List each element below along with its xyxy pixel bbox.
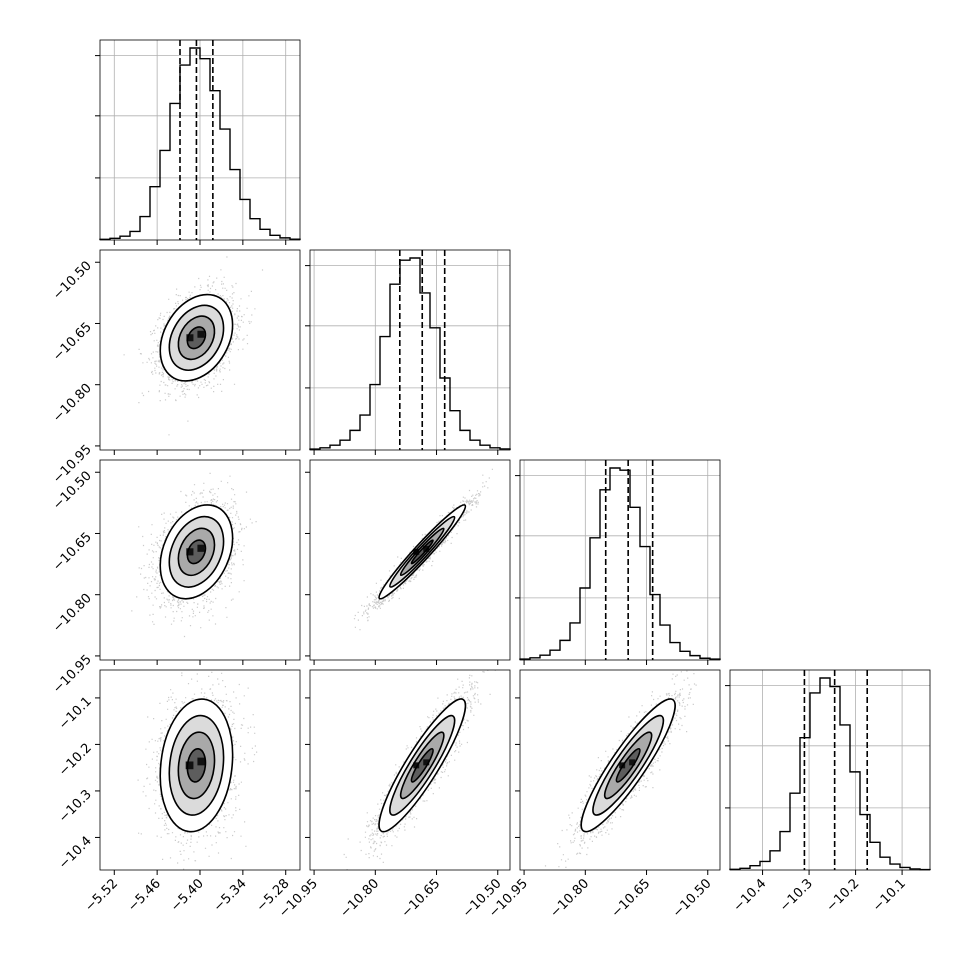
contour-0 — [615, 747, 641, 783]
contour-0 — [186, 747, 207, 783]
density-peak — [197, 757, 206, 766]
density-peak — [186, 334, 194, 342]
x-tick-label: −10.3 — [777, 876, 816, 915]
y-tick-label: −10.65 — [50, 530, 95, 575]
panel-frame — [309, 249, 511, 451]
contour-3 — [378, 698, 467, 833]
density-peak — [186, 548, 194, 556]
scatter-panel-3-2 — [519, 669, 721, 871]
y-tick-label: −10.80 — [50, 381, 95, 426]
x-tick-label: −5.52 — [82, 876, 121, 915]
contour-3 — [580, 698, 676, 833]
contour-3 — [159, 698, 234, 833]
scatter-panel-3-0 — [99, 669, 301, 871]
contour-1 — [177, 527, 216, 577]
x-tick-label: −10.80 — [338, 876, 383, 921]
histogram-steps — [309, 257, 511, 450]
contour-1 — [177, 315, 216, 361]
density-peak — [185, 761, 194, 770]
x-tick-label: −10.80 — [548, 876, 593, 921]
contour-3 — [378, 504, 467, 600]
contour-0 — [410, 747, 434, 783]
panel-content — [343, 670, 496, 870]
panel-content — [131, 472, 257, 638]
contour-3 — [159, 293, 234, 382]
density-peak — [423, 545, 430, 552]
y-tick-label: −10.3 — [56, 787, 95, 826]
contour-2 — [389, 714, 456, 816]
histogram-steps — [519, 467, 721, 660]
density-peak — [629, 759, 636, 766]
contour-0 — [410, 539, 434, 565]
y-tick-label: −10.4 — [56, 834, 95, 873]
panel-content — [353, 468, 493, 631]
contour-2 — [168, 714, 225, 816]
panel-frame — [729, 669, 931, 871]
contour-0 — [186, 539, 207, 565]
x-tick-label: −10.65 — [399, 876, 444, 921]
x-tick-label: −10.1 — [870, 876, 909, 915]
histogram-panel-3 — [725, 669, 931, 871]
contour-1 — [399, 731, 445, 800]
panel-frame — [309, 669, 511, 871]
density-peak — [423, 759, 430, 766]
density-peak — [413, 762, 420, 769]
panel-content — [137, 671, 258, 870]
x-tick-label: −10.2 — [824, 876, 863, 915]
histogram-steps — [729, 677, 931, 871]
histogram-steps — [99, 47, 301, 241]
x-tick-label: −10.50 — [670, 876, 715, 921]
x-tick-label: −10.4 — [731, 876, 770, 915]
density-fill-0 — [411, 748, 434, 782]
panel-content — [123, 256, 264, 436]
scatter-panel-2-1 — [309, 459, 511, 661]
contour-3 — [159, 504, 234, 600]
panel-frame — [519, 459, 721, 661]
density-fill-0 — [187, 748, 206, 782]
density-fill-0 — [616, 748, 640, 782]
x-tick-label: −5.34 — [211, 876, 250, 915]
y-tick-label: −10.1 — [56, 694, 95, 733]
y-tick-label: −10.50 — [50, 258, 95, 303]
y-tick-label: −10.80 — [50, 591, 95, 636]
histogram-panel-1 — [305, 249, 511, 451]
panel-content — [544, 670, 697, 868]
contour-1 — [603, 731, 653, 800]
y-tick-label: −10.95 — [50, 652, 95, 697]
contour-2 — [168, 515, 225, 588]
contour-0 — [186, 326, 207, 350]
histogram-panel-2 — [515, 459, 721, 661]
scatter-panel-1-0 — [99, 249, 301, 451]
x-tick-label: −10.65 — [609, 876, 654, 921]
density-peak — [197, 330, 205, 338]
contour-1 — [399, 527, 445, 577]
panel-frame — [309, 459, 511, 661]
scatter-panel-2-0 — [99, 459, 301, 661]
contour-2 — [389, 515, 456, 588]
density-peak — [197, 544, 205, 552]
histogram-panel-0 — [95, 39, 301, 241]
contour-2 — [592, 714, 665, 816]
y-tick-label: −10.2 — [56, 741, 95, 780]
x-tick-label: −5.40 — [168, 876, 207, 915]
y-tick-label: −10.65 — [50, 320, 95, 365]
panel-frame — [519, 669, 721, 871]
scatter-panel-3-1 — [309, 669, 511, 871]
x-tick-label: −5.46 — [125, 876, 164, 915]
contour-1 — [177, 731, 216, 800]
contour-2 — [168, 304, 225, 371]
